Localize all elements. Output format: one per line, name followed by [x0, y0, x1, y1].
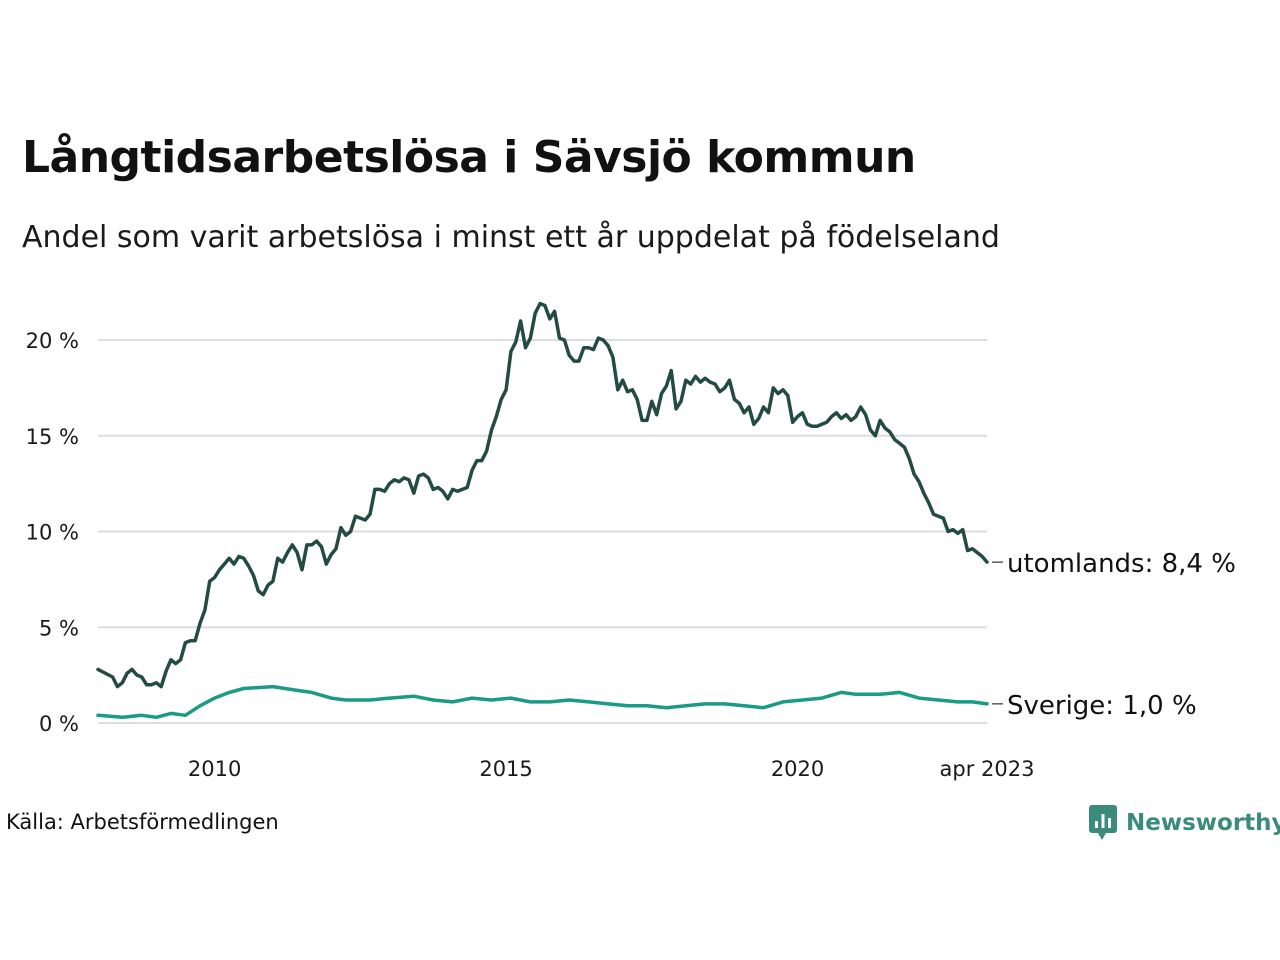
- series-end-labels: utomlands: 8,4 % Sverige: 1,0 %: [992, 549, 1236, 721]
- y-axis-labels: 0 % 5 % 10 % 15 % 20 %: [26, 329, 79, 736]
- grid-lines: [98, 339, 987, 724]
- y-tick-label: 10 %: [26, 521, 79, 545]
- x-tick-label: 2015: [479, 757, 532, 781]
- series-line-sverige: [96, 684, 989, 720]
- x-tick-label: 2010: [188, 757, 241, 781]
- x-axis-labels: 2010 2015 2020 apr 2023: [188, 757, 1035, 781]
- series-lines: [96, 301, 989, 720]
- y-tick-label: 0 %: [39, 712, 79, 736]
- y-tick-label: 15 %: [26, 425, 79, 449]
- x-tick-label: 2020: [771, 757, 824, 781]
- end-label-utomlands: utomlands: 8,4 %: [1007, 549, 1236, 579]
- newsworthy-logo-text: Newsworthy: [1126, 810, 1280, 836]
- chart-title: Långtidsarbetslösa i Sävsjö kommun: [22, 132, 916, 183]
- chart-subtitle: Andel som varit arbetslösa i minst ett å…: [22, 220, 1000, 255]
- end-label-sverige: Sverige: 1,0 %: [1007, 691, 1197, 721]
- x-tick-label: apr 2023: [940, 757, 1035, 781]
- source-note: Källa: Arbetsförmedlingen: [6, 810, 279, 834]
- newsworthy-logo-icon: [1089, 805, 1117, 840]
- line-chart: 0 %5 %10 %15 %20 % 2010 2015 2020 apr 2023 …: [26, 301, 1236, 781]
- newsworthy-logo: Newsworthy: [1088, 804, 1280, 842]
- y-tick-label: 5 %: [39, 616, 79, 640]
- y-tick-label: 20 %: [26, 329, 79, 353]
- series-line-utomlands: [96, 301, 989, 689]
